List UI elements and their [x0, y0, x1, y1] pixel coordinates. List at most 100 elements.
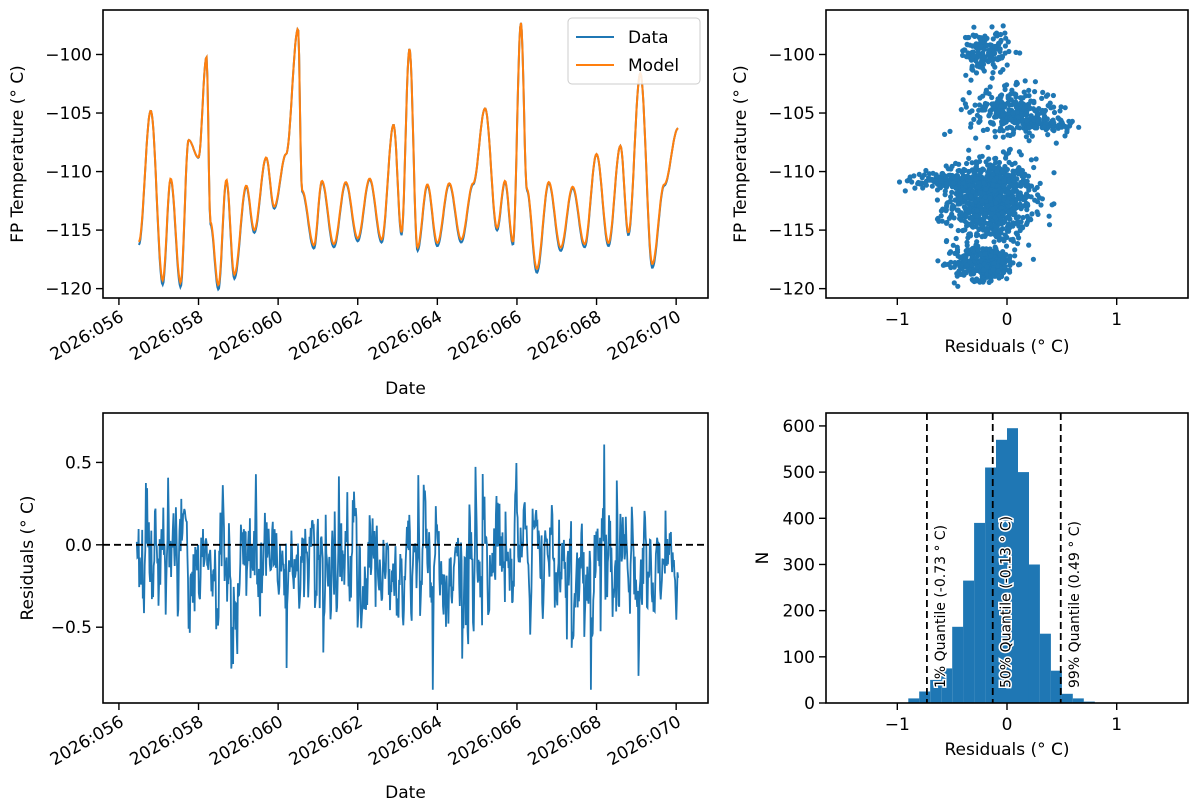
- scatter-point: [946, 172, 952, 178]
- scatter-point: [1014, 124, 1021, 130]
- scatter-point: [936, 218, 942, 224]
- scatter-point: [1014, 232, 1021, 238]
- scatter-point: [973, 70, 980, 76]
- scatter-point: [1006, 184, 1012, 190]
- scatter-point: [1010, 212, 1017, 218]
- scatter-point: [1053, 140, 1059, 146]
- scatter-point: [1034, 199, 1041, 205]
- scatter-point: [973, 135, 979, 141]
- scatter-point: [1021, 89, 1027, 95]
- scatter-point: [968, 193, 974, 200]
- scatter-point: [1041, 109, 1047, 116]
- scatter-point: [1047, 100, 1053, 106]
- scatter-point: [973, 217, 980, 223]
- scatter-point: [974, 207, 980, 214]
- scatter-point: [972, 102, 978, 108]
- scatter-point: [970, 53, 977, 59]
- scatter-point: [984, 264, 990, 270]
- scatter-point: [961, 269, 967, 276]
- scatter-point: [966, 155, 972, 161]
- scatter-point: [991, 188, 998, 194]
- scatter-point: [1028, 217, 1034, 223]
- scatter-point: [968, 77, 974, 83]
- histogram-xlabel: Residuals (° C): [944, 740, 1069, 760]
- scatter-point: [1017, 261, 1023, 267]
- scatter-point: [1005, 209, 1011, 215]
- scatter-point: [982, 36, 988, 42]
- scatter-point: [999, 236, 1005, 242]
- scatter-point: [987, 246, 993, 252]
- scatter-point: [988, 275, 994, 281]
- scatter-point: [983, 186, 989, 192]
- scatter-point: [1007, 225, 1013, 231]
- residuals-xtick-label: 2026:058: [126, 712, 207, 770]
- scatter-point: [987, 84, 993, 90]
- scatter-point: [1012, 100, 1018, 106]
- scatter-point: [962, 167, 968, 173]
- scatter-point: [961, 204, 968, 210]
- scatter-point: [978, 277, 984, 283]
- scatter-point: [962, 193, 968, 200]
- scatter-point: [1012, 247, 1018, 253]
- quantile-label-3: 99% Quantile (0.49 ° C): [1067, 521, 1083, 688]
- histogram-bar: [1018, 472, 1029, 703]
- scatter-point: [942, 207, 948, 213]
- scatter-point: [1034, 184, 1040, 191]
- timeseries-frame: [102, 9, 709, 299]
- scatter-point: [969, 201, 975, 207]
- scatter-point: [1044, 116, 1050, 122]
- scatter-point: [999, 92, 1005, 98]
- residuals-ytick-label: 0.5: [65, 453, 92, 473]
- scatter-point: [1014, 79, 1020, 85]
- scatter-point: [1031, 164, 1037, 171]
- scatter-point: [1002, 263, 1008, 270]
- scatter-point: [981, 180, 987, 186]
- scatter-xtick-label: 0: [1002, 310, 1013, 330]
- residuals-xlabel: Date: [385, 783, 426, 803]
- scatter-point: [989, 94, 995, 101]
- scatter-ylabel: FP Temperature (° C): [731, 65, 751, 243]
- scatter-point: [976, 119, 982, 125]
- scatter-point: [1046, 213, 1052, 219]
- scatter-point: [949, 189, 955, 195]
- scatter-point: [974, 213, 980, 219]
- scatter-point: [963, 104, 969, 110]
- scatter-point: [962, 34, 969, 41]
- scatter-point: [998, 37, 1004, 44]
- scatter-point: [951, 215, 957, 221]
- scatter-point: [1051, 109, 1058, 116]
- scatter-point: [947, 128, 953, 134]
- scatter-point: [1028, 157, 1034, 163]
- scatter-point: [1040, 89, 1046, 95]
- scatter-point: [981, 233, 987, 239]
- scatter-point: [989, 75, 995, 81]
- scatter-point: [986, 47, 992, 54]
- scatter-point: [963, 220, 969, 226]
- scatter-point: [995, 232, 1001, 238]
- scatter-point: [1002, 232, 1008, 238]
- scatter-point: [1033, 156, 1039, 162]
- scatter-ytick-label: −115: [768, 221, 815, 241]
- scatter-point: [1041, 124, 1047, 130]
- scatter-point: [1005, 190, 1012, 196]
- scatter-point: [970, 43, 976, 49]
- scatter-point: [987, 108, 993, 114]
- scatter-point: [1057, 108, 1063, 114]
- scatter-point: [1035, 192, 1041, 198]
- scatter-point: [967, 259, 973, 265]
- scatter-point: [1011, 120, 1018, 126]
- scatter-point: [1050, 92, 1056, 99]
- scatter-point: [964, 54, 971, 60]
- scatter-point: [968, 124, 974, 130]
- scatter-point: [1006, 159, 1012, 165]
- residuals-ylabel: Residuals (° C): [18, 495, 38, 620]
- scatter-point: [989, 24, 995, 30]
- scatter-point: [1000, 23, 1006, 29]
- scatter-point: [973, 255, 979, 261]
- scatter-point: [950, 180, 956, 186]
- scatter-point: [976, 102, 983, 108]
- scatter-point: [1032, 89, 1038, 95]
- scatter-point: [1005, 172, 1011, 178]
- scatter-point: [971, 269, 977, 275]
- scatter-point: [1009, 200, 1015, 206]
